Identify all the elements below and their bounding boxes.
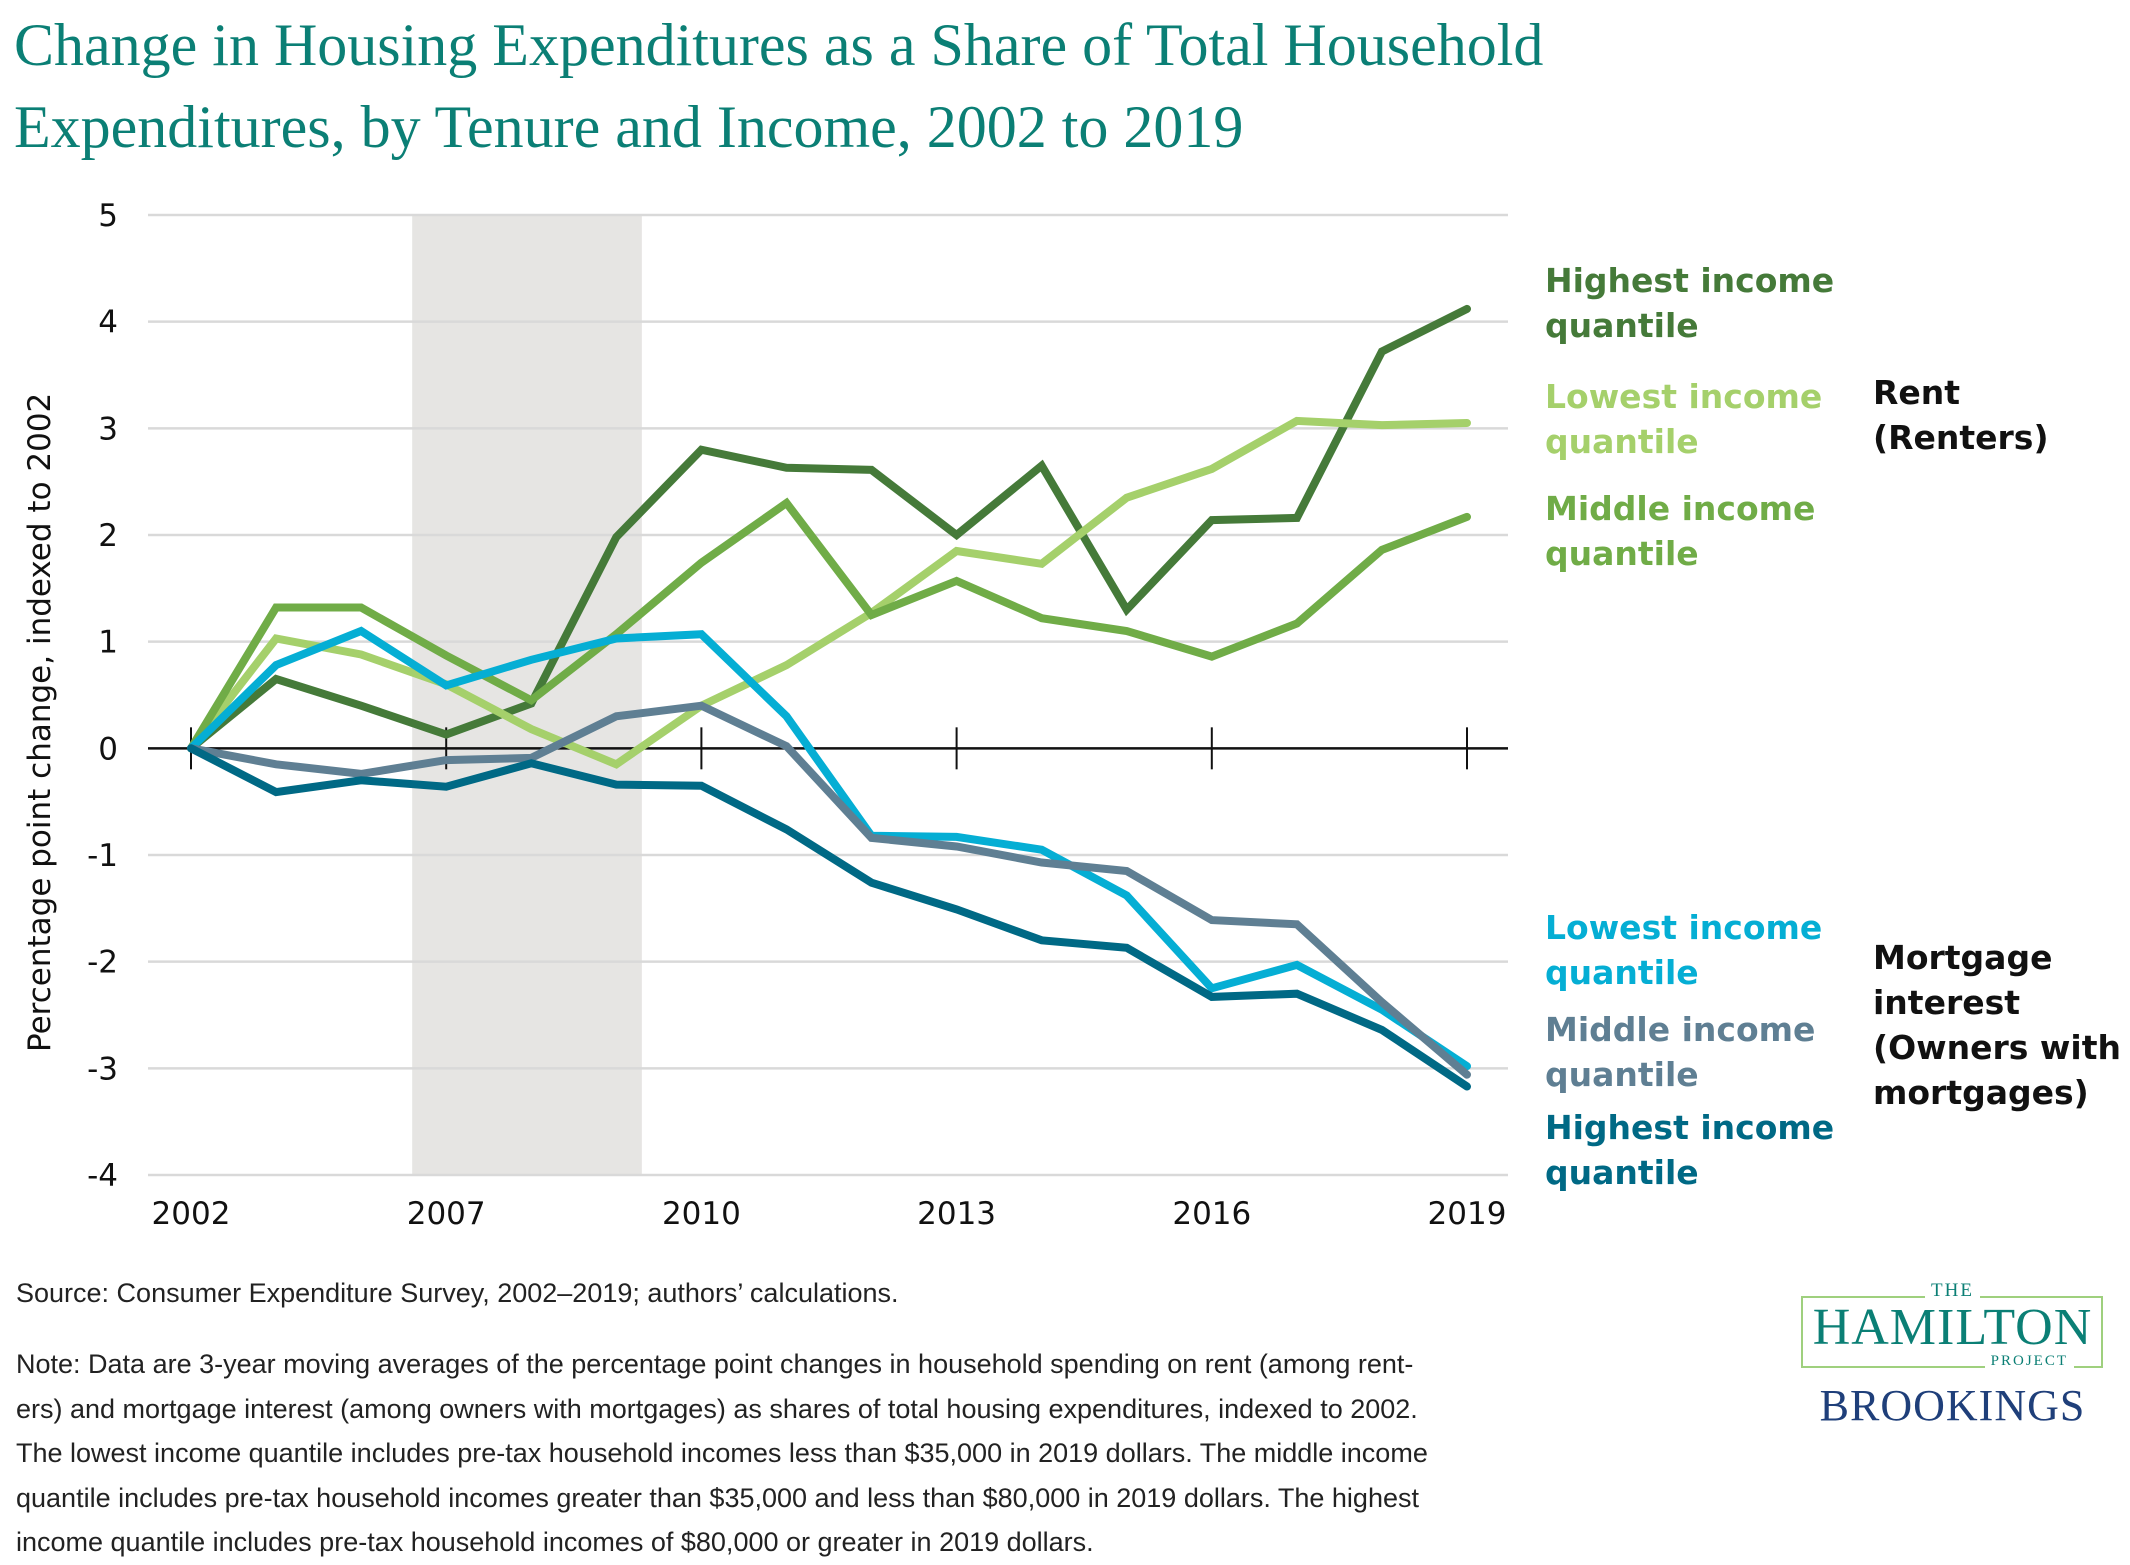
chart-title: Change in Housing Expenditures as a Shar…	[14, 4, 1914, 168]
series-line-rent-middle	[187, 497, 1471, 753]
legend-label: quantile	[1545, 306, 1699, 345]
y-axis-ticks: 5 4 3 2 1 0 -1 -2 -3 -4	[87, 198, 118, 1194]
legend-rent-lowest: Lowest income quantile	[1545, 374, 1822, 464]
x-axis-ticks: 2002 2007 2010 2013 2016 2019	[152, 727, 1507, 1232]
category-label: (Owners with	[1873, 1028, 2121, 1067]
category-mortgage: Mortgage interest (Owners with mortgages…	[1873, 935, 2121, 1115]
x-tick-label: 2002	[152, 1196, 231, 1232]
x-tick-label: 2010	[662, 1196, 741, 1232]
logo-hamilton: HAMILTON	[1812, 1299, 2093, 1356]
y-tick-label: -4	[87, 1158, 118, 1194]
logo-brookings: BROOKINGS	[1819, 1381, 2086, 1430]
category-label: (Renters)	[1873, 418, 2049, 457]
note-line: Note: Data are 3-year moving averages of…	[16, 1349, 1414, 1379]
x-tick-label: 2013	[917, 1196, 996, 1232]
source-text: Source: Consumer Expenditure Survey, 200…	[16, 1278, 899, 1308]
legend-rent-highest: Highest income quantile	[1545, 258, 1834, 348]
legend-label: Highest income	[1545, 261, 1835, 300]
x-tick-label: 2016	[1172, 1196, 1251, 1232]
series-line-mortgage-lowest	[187, 626, 1471, 1071]
y-tick-label: -2	[87, 945, 118, 981]
y-tick-label: 1	[98, 625, 118, 661]
series-line-rent-lowest	[187, 416, 1471, 769]
legend-label: quantile	[1545, 1153, 1699, 1192]
note-line: ers) and mortgage interest (among owners…	[16, 1393, 1418, 1424]
series-line-rent-highest	[187, 304, 1471, 753]
category-label: mortgages)	[1873, 1073, 2089, 1112]
y-tick-label: -3	[87, 1051, 118, 1087]
y-tick-label: 5	[98, 198, 118, 234]
category-label: Mortgage	[1873, 938, 2053, 977]
title-line-2: Expenditures, by Tenure and Income, 2002…	[14, 94, 1244, 160]
series-lines	[187, 304, 1471, 1091]
y-tick-label: 0	[98, 731, 118, 767]
y-tick-label: 2	[98, 518, 118, 554]
logo-project: PROJECT	[1984, 1353, 2074, 1369]
note-line: income quantile includes pre-tax househo…	[16, 1527, 1094, 1557]
legend-mortgage-middle: Middle income quantile	[1545, 1007, 1815, 1097]
y-tick-label: 3	[98, 411, 118, 447]
legend-label: Middle income	[1545, 489, 1816, 528]
category-rent: Rent (Renters)	[1873, 370, 2049, 460]
legend-mortgage-lowest: Lowest income quantile	[1545, 905, 1822, 995]
note-line: The lowest income quantile includes pre-…	[16, 1438, 1428, 1468]
legend-label: Middle income	[1545, 1010, 1816, 1049]
y-axis-label: Percentage point change, indexed to 2002	[22, 393, 58, 1052]
category-label: Rent	[1873, 373, 1961, 412]
category-label: interest	[1873, 983, 2021, 1022]
y-tick-label: 4	[98, 305, 118, 341]
legend-label: quantile	[1545, 953, 1699, 992]
note-line: quantile includes pre-tax household inco…	[16, 1482, 1419, 1513]
gridlines	[148, 213, 1508, 1177]
legend-label: Lowest income	[1545, 377, 1823, 416]
legend-label: quantile	[1545, 422, 1699, 461]
y-tick-label: -1	[87, 838, 118, 874]
legend-rent-middle: Middle income quantile	[1545, 486, 1815, 576]
x-tick-label: 2019	[1428, 1196, 1507, 1232]
legend-label: Lowest income	[1545, 908, 1823, 947]
legend-label: quantile	[1545, 534, 1699, 573]
x-tick-label: 2007	[407, 1196, 486, 1232]
legend-mortgage-highest: Highest income quantile	[1545, 1105, 1834, 1195]
logo-the: THE	[1925, 1280, 1980, 1301]
series-line-mortgage-middle	[187, 701, 1471, 1079]
legend-label: Highest income	[1545, 1108, 1835, 1147]
legend-label: quantile	[1545, 1055, 1699, 1094]
note-text: Note: Data are 3-year moving averages of…	[16, 1342, 1786, 1565]
series-line-mortgage-highest	[187, 744, 1471, 1091]
title-line-1: Change in Housing Expenditures as a Shar…	[14, 12, 1544, 78]
hamilton-project-brookings-logo: THE HAMILTON PROJECT BROOKINGS	[1795, 1278, 2110, 1430]
